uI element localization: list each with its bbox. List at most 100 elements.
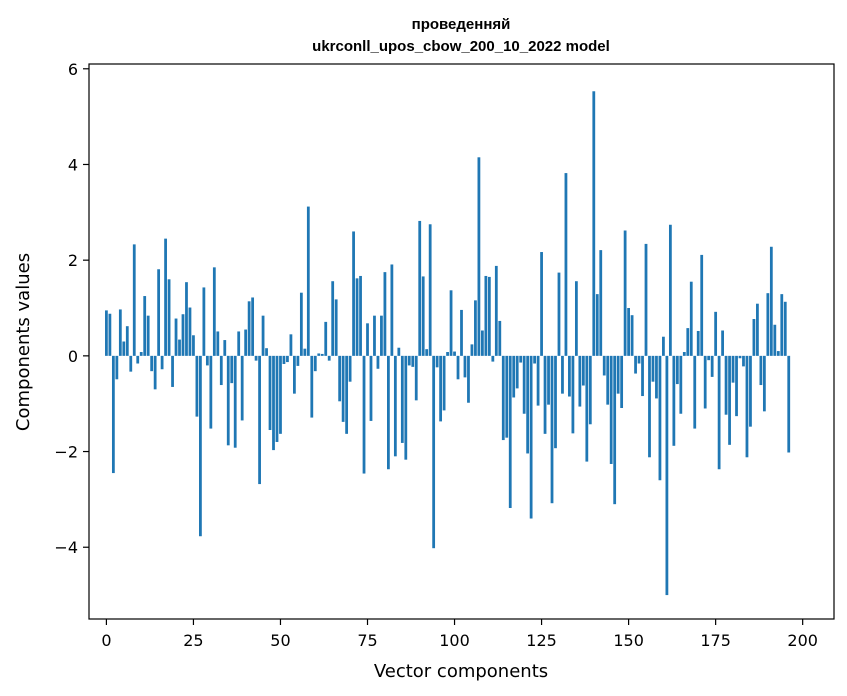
- bar-24: [188, 307, 192, 356]
- bar-31: [212, 267, 216, 356]
- bar-86: [404, 355, 408, 460]
- bar-126: [543, 355, 547, 434]
- bar-1: [108, 313, 112, 356]
- bar-44: [258, 355, 261, 485]
- bar-132: [564, 173, 568, 356]
- bar-106: [474, 300, 477, 356]
- bar-145: [609, 355, 613, 464]
- bar-187: [756, 303, 759, 356]
- bar-128: [550, 355, 554, 504]
- bar-18: [167, 279, 171, 356]
- y-tick-label: 4: [68, 155, 78, 174]
- bar-56: [299, 292, 303, 356]
- bar-129: [554, 355, 557, 449]
- bar-152: [634, 355, 637, 374]
- y-axis-label: Components values: [13, 253, 34, 431]
- bar-114: [501, 355, 505, 441]
- bar-146: [613, 355, 617, 505]
- bar-190: [766, 293, 770, 356]
- bar-68: [341, 355, 345, 422]
- bar-84: [397, 347, 401, 356]
- bar-73: [359, 275, 362, 356]
- bar-173: [707, 355, 711, 361]
- bar-103: [463, 355, 467, 378]
- bar-122: [529, 355, 533, 519]
- bar-110: [487, 276, 491, 356]
- y-tick-label: 2: [68, 251, 78, 270]
- bar-11: [143, 296, 147, 356]
- bar-121: [526, 355, 530, 454]
- bar-75: [366, 323, 369, 356]
- bar-108: [480, 330, 484, 356]
- bar-143: [602, 355, 606, 376]
- bar-8: [132, 244, 136, 356]
- bar-193: [776, 351, 780, 356]
- bar-43: [254, 355, 258, 361]
- bar-181: [735, 355, 738, 417]
- bar-64: [327, 355, 331, 361]
- bar-124: [536, 355, 540, 406]
- bar-186: [752, 319, 756, 356]
- bar-36: [230, 355, 234, 384]
- bar-109: [484, 275, 488, 356]
- x-axis-ticks: 0 25 50 75 100 125 150 175 200: [101, 619, 818, 650]
- bar-35: [226, 355, 230, 446]
- bar-series: [105, 91, 791, 596]
- bar-2: [111, 355, 115, 474]
- bar-52: [286, 355, 289, 363]
- bar-81: [387, 355, 390, 470]
- bar-164: [675, 355, 679, 385]
- bar-69: [345, 355, 349, 434]
- bar-148: [620, 355, 624, 409]
- bar-137: [581, 355, 585, 386]
- bar-72: [355, 278, 359, 356]
- bar-34: [223, 340, 227, 356]
- bar-7: [129, 355, 133, 372]
- bar-188: [759, 355, 763, 386]
- bar-80: [383, 272, 387, 356]
- bar-179: [728, 355, 731, 445]
- bar-120: [522, 355, 526, 414]
- bar-191: [769, 246, 773, 356]
- bar-94: [432, 355, 436, 549]
- bar-87: [407, 355, 411, 366]
- bar-40: [244, 329, 248, 356]
- bar-21: [178, 339, 181, 356]
- bar-171: [700, 254, 704, 356]
- bar-192: [773, 324, 777, 356]
- bar-83: [393, 355, 397, 457]
- x-tick-label: 0: [101, 631, 111, 650]
- bar-141: [595, 294, 599, 356]
- bar-95: [435, 355, 439, 368]
- bar-16: [160, 355, 164, 370]
- bar-131: [561, 355, 564, 394]
- bar-78: [376, 355, 380, 369]
- bar-22: [181, 314, 185, 356]
- bar-125: [540, 252, 543, 356]
- bar-32: [216, 331, 220, 356]
- bar-96: [439, 355, 443, 422]
- bar-15: [157, 269, 161, 356]
- bar-13: [150, 355, 154, 372]
- bar-55: [296, 355, 300, 366]
- bar-39: [240, 355, 244, 421]
- bar-17: [164, 238, 167, 356]
- bar-82: [390, 264, 394, 356]
- bar-104: [467, 355, 470, 403]
- bar-92: [425, 349, 429, 356]
- plot-frame: [88, 63, 835, 620]
- bar-48: [272, 355, 275, 451]
- x-tick-label: 75: [357, 631, 377, 650]
- bar-70: [348, 355, 352, 382]
- bar-194: [780, 294, 784, 356]
- bar-51: [282, 355, 286, 364]
- x-axis-label: Vector components: [374, 661, 548, 682]
- bar-127: [547, 355, 550, 405]
- bar-62: [320, 353, 324, 356]
- bar-117: [512, 355, 516, 398]
- bar-184: [745, 355, 749, 458]
- bar-155: [644, 243, 648, 356]
- bar-153: [637, 355, 641, 364]
- bar-105: [470, 344, 474, 356]
